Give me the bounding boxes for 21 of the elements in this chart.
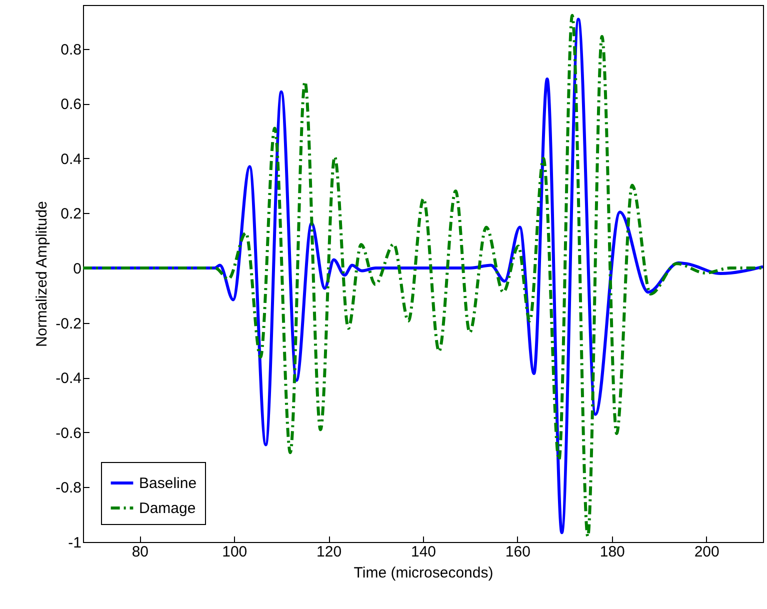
y-tick-label: 0.2 — [60, 206, 82, 223]
x-tick-label: 200 — [694, 544, 720, 560]
y-tick-label: 0.8 — [60, 41, 82, 58]
x-tick-label: 120 — [316, 544, 342, 560]
legend-label: Damage — [139, 500, 196, 517]
y-tick-label: -0.6 — [56, 424, 82, 442]
y-tick-label: -0.2 — [56, 315, 82, 332]
y-tick-label: -0.8 — [56, 480, 82, 497]
y-tick-label: 0.4 — [60, 150, 82, 168]
x-tick-label: 180 — [600, 544, 625, 560]
x-tick-label: 100 — [222, 544, 248, 560]
x-axis-title: Time (microseconds) — [354, 564, 494, 582]
y-tick-label: -0.4 — [56, 370, 82, 388]
y-tick-label: -1 — [68, 534, 82, 552]
y-tick-label: 0 — [73, 260, 82, 278]
legend-label: Baseline — [139, 475, 197, 492]
y-tick-label: 0.6 — [60, 96, 82, 114]
x-tick-label: 140 — [410, 544, 436, 560]
x-tick-label: 160 — [505, 544, 530, 560]
y-axis-title: Normalized Amplitude — [34, 201, 51, 347]
x-tick-label: 80 — [132, 544, 149, 560]
